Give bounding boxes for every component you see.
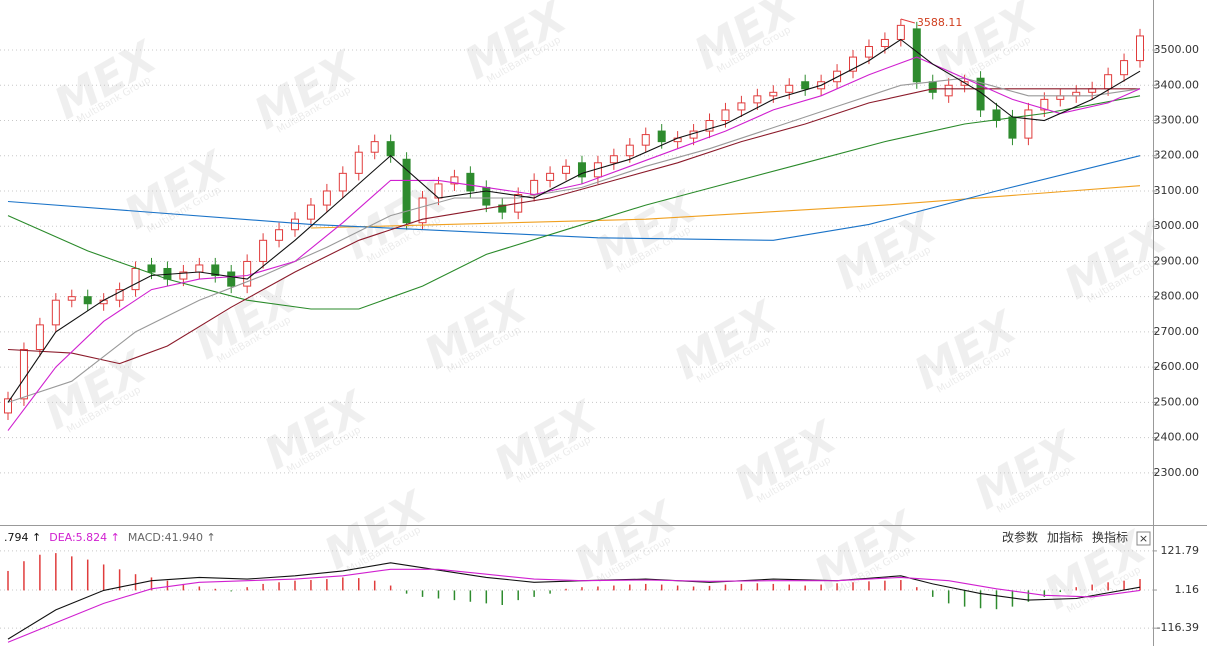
candle-body	[338, 172, 347, 192]
y-tick-label: 2300.00	[1154, 466, 1200, 479]
candle-body	[562, 165, 571, 174]
candle-body	[609, 155, 618, 164]
y-tick-label: 3400.00	[1154, 78, 1200, 91]
moving-average	[7, 155, 1141, 241]
indicator-value: DEA:5.824 ↑	[49, 531, 120, 544]
candle-body	[402, 158, 411, 224]
y-tick-label: 121.79	[1161, 544, 1200, 557]
candle-body	[466, 172, 475, 192]
candle-body	[880, 38, 889, 48]
candle-body	[944, 84, 953, 97]
candle-body	[498, 204, 507, 213]
macd-line	[7, 562, 1141, 640]
candle-body	[657, 130, 666, 143]
y-tick-label: -116.39	[1157, 621, 1199, 634]
y-tick-label: 3000.00	[1154, 219, 1200, 232]
annotation-pointer	[900, 18, 915, 24]
close-button[interactable]: ×	[1139, 532, 1148, 545]
candle-body	[753, 95, 762, 104]
candle-body	[211, 264, 220, 277]
candle-body	[1008, 116, 1017, 139]
moving-average	[7, 38, 1141, 403]
candle-body	[625, 144, 634, 157]
candle-body	[530, 179, 539, 195]
candle-body	[976, 77, 985, 111]
candle-body	[83, 296, 92, 305]
candle-body	[705, 120, 714, 132]
candle-body	[322, 190, 331, 206]
indicator-value: .794 ↑	[4, 531, 41, 544]
y-tick-label: 3200.00	[1154, 149, 1200, 162]
y-tick-label: 2800.00	[1154, 290, 1200, 303]
candle-body	[1136, 35, 1144, 62]
macd-line	[7, 568, 1141, 643]
candle-body	[19, 349, 28, 400]
candle-body	[737, 102, 746, 111]
indicator-value: MACD:41.940 ↑	[128, 531, 216, 544]
y-tick-label: 3100.00	[1154, 184, 1200, 197]
candle-body	[450, 176, 459, 185]
candle-body	[785, 84, 794, 93]
y-tick-label: 2700.00	[1154, 325, 1200, 338]
y-tick-label: 3300.00	[1154, 114, 1200, 127]
candle-body	[386, 141, 395, 157]
candle-body	[1120, 60, 1129, 76]
candle-body	[147, 264, 156, 273]
candle-body	[306, 204, 315, 220]
y-tick-label: 2400.00	[1154, 431, 1200, 444]
moving-average	[310, 185, 1141, 229]
candle-body	[577, 162, 586, 178]
candle-body	[275, 229, 284, 241]
moving-average	[7, 88, 1140, 365]
candle-body	[912, 28, 921, 83]
indicator-button[interactable]: 改参数	[1002, 530, 1038, 545]
candle-body	[928, 81, 937, 93]
candle-body	[51, 299, 60, 326]
candle-body	[115, 289, 124, 301]
candle-body	[259, 239, 268, 262]
y-tick-label: 1.16	[1175, 583, 1200, 596]
candle-body	[227, 271, 236, 287]
peak-annotation: 3588.11	[917, 16, 963, 29]
y-tick-label: 2500.00	[1154, 395, 1200, 408]
candle-body	[801, 81, 810, 90]
indicator-button[interactable]: 换指标	[1092, 530, 1128, 545]
candle-body	[849, 56, 858, 72]
candle-body	[290, 218, 299, 231]
candle-body	[1040, 98, 1049, 111]
candle-body	[35, 324, 44, 351]
candle-body	[418, 197, 427, 224]
candle-body	[195, 264, 204, 273]
y-tick-label: 3500.00	[1154, 43, 1200, 56]
candle-body	[370, 141, 379, 153]
close-box[interactable]	[1136, 531, 1151, 546]
moving-average	[7, 56, 1141, 431]
candle-body	[1024, 109, 1033, 139]
candle-body	[641, 134, 650, 146]
indicator-button[interactable]: 加指标	[1047, 530, 1083, 545]
y-tick-label: 2900.00	[1154, 254, 1200, 267]
candle-body	[354, 151, 363, 174]
candle-body	[864, 46, 873, 58]
candle-body	[546, 172, 555, 181]
candle-body	[131, 267, 140, 291]
candle-body	[992, 109, 1001, 122]
moving-average	[7, 95, 1141, 310]
candle-body	[721, 109, 730, 122]
candle-body	[179, 271, 188, 280]
candle-body	[4, 398, 12, 414]
candle-body	[1056, 95, 1065, 100]
candle-body	[67, 296, 76, 301]
candle-body	[769, 91, 778, 97]
candle-body	[482, 186, 491, 206]
candle-body	[896, 24, 905, 40]
y-tick-label: 2600.00	[1154, 360, 1200, 373]
candle-body	[243, 260, 252, 287]
candle-body	[1104, 74, 1113, 90]
